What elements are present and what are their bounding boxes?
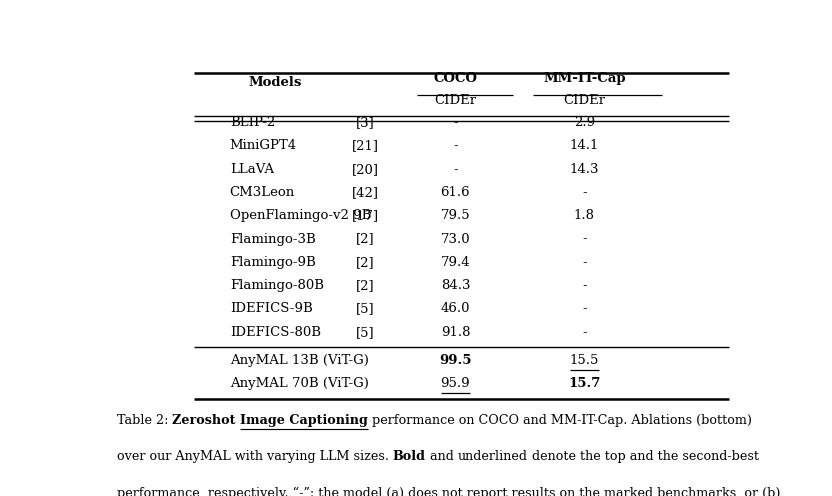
Text: 2.9: 2.9 (574, 116, 595, 129)
Text: [42]: [42] (352, 186, 379, 199)
Text: Flamingo-3B: Flamingo-3B (230, 233, 315, 246)
Text: [2]: [2] (356, 256, 374, 269)
Text: 61.6: 61.6 (441, 186, 470, 199)
Text: LLaVA: LLaVA (230, 163, 274, 176)
Text: IDEFICS-80B: IDEFICS-80B (230, 326, 321, 339)
Text: 14.1: 14.1 (570, 139, 599, 152)
Text: 1.8: 1.8 (574, 209, 595, 222)
Text: -: - (582, 186, 587, 199)
Text: -: - (582, 303, 587, 315)
Text: -: - (453, 139, 458, 152)
Text: [2]: [2] (356, 279, 374, 292)
Text: [5]: [5] (356, 326, 374, 339)
Text: [5]: [5] (356, 303, 374, 315)
Text: CIDEr: CIDEr (434, 94, 477, 107)
Text: and: and (426, 450, 458, 463)
Text: 99.5: 99.5 (439, 354, 472, 367)
Text: Image Captioning: Image Captioning (240, 414, 369, 427)
Text: 15.5: 15.5 (570, 354, 599, 367)
Text: Table 2:: Table 2: (116, 414, 172, 427)
Text: [20]: [20] (352, 163, 379, 176)
Text: 84.3: 84.3 (441, 279, 470, 292)
Text: over our AnyMAL with varying LLM sizes.: over our AnyMAL with varying LLM sizes. (116, 450, 393, 463)
Text: 91.8: 91.8 (441, 326, 470, 339)
Text: -: - (453, 116, 458, 129)
Text: Flamingo-9B: Flamingo-9B (230, 256, 315, 269)
Text: 14.3: 14.3 (570, 163, 599, 176)
Text: underlined: underlined (458, 450, 527, 463)
Text: performance on COCO and MM-IT-Cap. Ablations (bottom): performance on COCO and MM-IT-Cap. Ablat… (369, 414, 752, 427)
Text: Models: Models (248, 75, 301, 89)
Text: 73.0: 73.0 (441, 233, 470, 246)
Text: AnyMAL 13B (ViT-G): AnyMAL 13B (ViT-G) (230, 354, 369, 367)
Text: MM-IT-Cap: MM-IT-Cap (543, 72, 626, 85)
Text: IDEFICS-9B: IDEFICS-9B (230, 303, 313, 315)
Text: -: - (582, 256, 587, 269)
Text: MiniGPT4: MiniGPT4 (230, 139, 297, 152)
Text: 79.5: 79.5 (441, 209, 470, 222)
Text: Bold: Bold (393, 450, 426, 463)
Text: BLIP-2: BLIP-2 (230, 116, 275, 129)
Text: AnyMAL 70B (ViT-G): AnyMAL 70B (ViT-G) (230, 377, 369, 390)
Text: CM3Leon: CM3Leon (230, 186, 295, 199)
Text: [21]: [21] (352, 139, 379, 152)
Text: [17]: [17] (352, 209, 379, 222)
Text: Flamingo-80B: Flamingo-80B (230, 279, 324, 292)
Text: CIDEr: CIDEr (563, 94, 606, 107)
Text: COCO: COCO (433, 72, 478, 85)
Text: 46.0: 46.0 (441, 303, 470, 315)
Text: OpenFlamingo-v2 9B: OpenFlamingo-v2 9B (230, 209, 371, 222)
Text: performance, respectively. “-”: the model (a) does not report results on the mar: performance, respectively. “-”: the mode… (116, 487, 780, 496)
Text: -: - (582, 233, 587, 246)
Text: -: - (453, 163, 458, 176)
Text: -: - (582, 326, 587, 339)
Text: denote the top and the second-best: denote the top and the second-best (527, 450, 759, 463)
Text: 79.4: 79.4 (441, 256, 470, 269)
Text: 95.9: 95.9 (441, 377, 470, 390)
Text: [2]: [2] (356, 233, 374, 246)
Text: Zeroshot: Zeroshot (172, 414, 240, 427)
Text: -: - (582, 279, 587, 292)
Text: [3]: [3] (356, 116, 374, 129)
Text: 15.7: 15.7 (568, 377, 601, 390)
